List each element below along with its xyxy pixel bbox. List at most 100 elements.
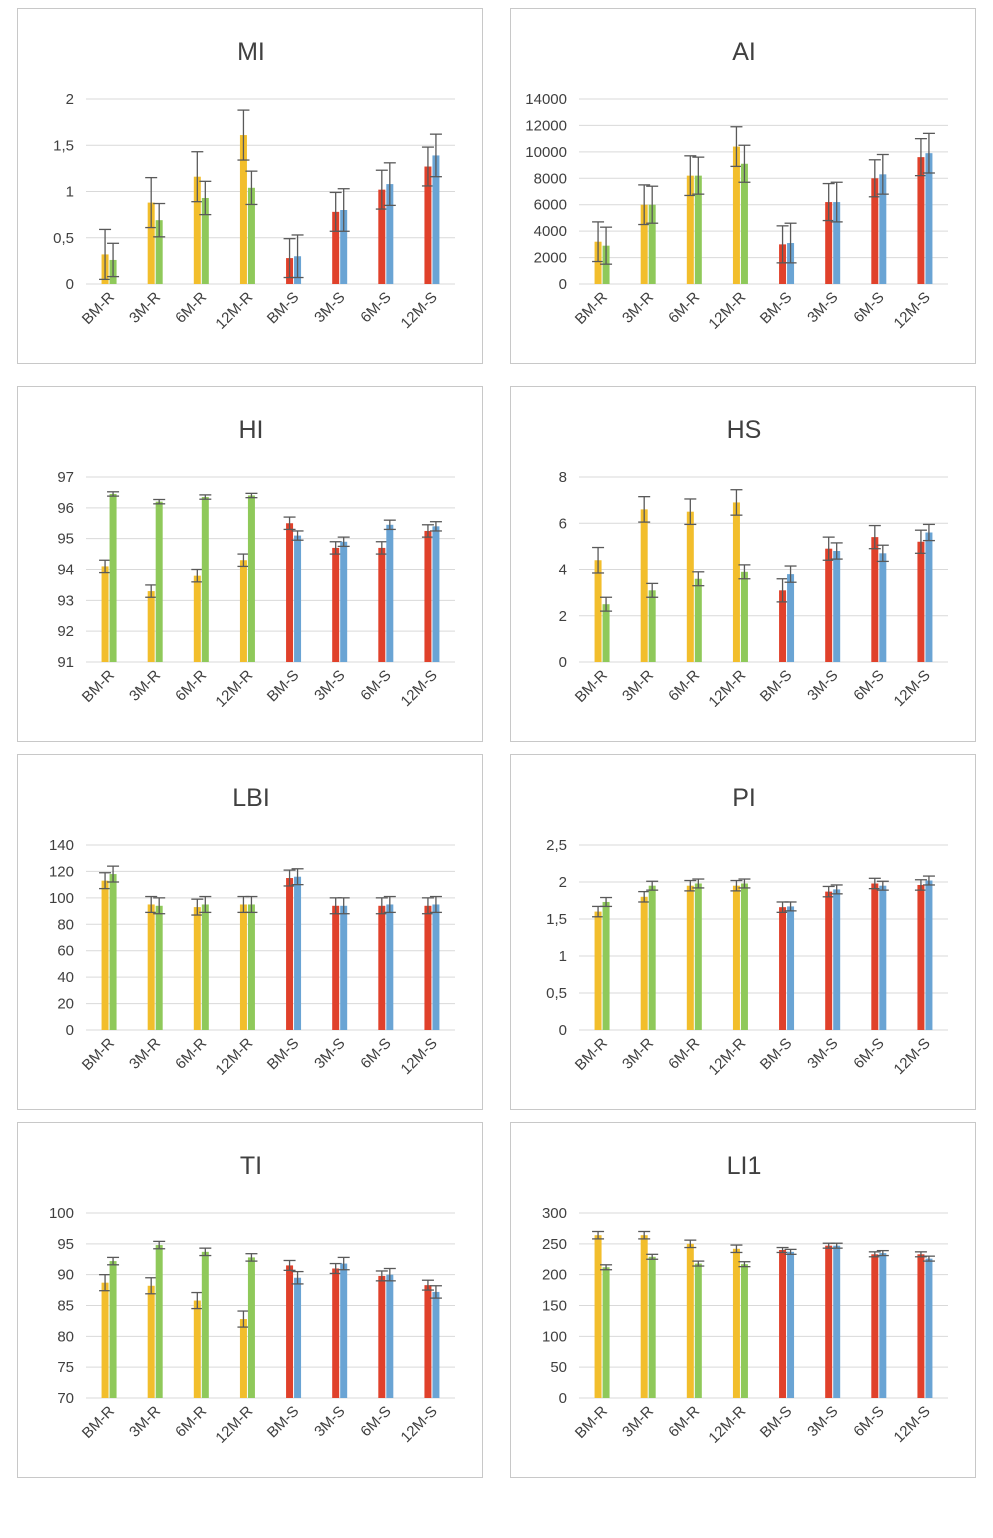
- x-tick-label: BM-S: [757, 1403, 796, 1442]
- bar-r-2-12m-r: [247, 187, 255, 284]
- x-tick-label: 3M-R: [619, 1035, 657, 1073]
- bar-s-1-6m-s: [378, 1275, 386, 1398]
- x-tick-label: 3M-S: [804, 667, 841, 704]
- y-tick-label: 0: [559, 1390, 567, 1407]
- x-tick-label: 6M-R: [665, 289, 703, 327]
- bar-s-1-3m-s: [332, 211, 340, 284]
- x-tick-label: 6M-R: [665, 667, 703, 705]
- bar-s-2-12m-s: [925, 880, 933, 1030]
- bar-s-1-12m-s: [917, 1254, 925, 1398]
- bar-s-1-12m-s: [424, 1285, 432, 1398]
- bar-s-1-3m-s: [825, 1245, 833, 1398]
- bar-r-1-3m-r: [640, 509, 648, 662]
- chart-panel-ai: AI 0 2000 4000 6000 8000 10000 12000 14000 BM-R 3M…: [510, 8, 976, 364]
- bar-r-1-12m-r: [732, 1248, 740, 1398]
- y-tick-label: 80: [57, 916, 74, 933]
- bar-r-2-6m-r: [201, 497, 209, 662]
- bar-r-1-6m-r: [686, 175, 694, 284]
- chart-svg: HI 91 92 93 94 95 96 97 BM-R 3M-R 6M-R 12M-R BM-S 3M-…: [57, 416, 455, 711]
- bar-r-2-bm-r: [602, 245, 610, 284]
- y-tick-label: 40: [57, 969, 74, 986]
- x-tick-label: 12M-S: [890, 667, 933, 710]
- bar-s-1-bm-s: [286, 1265, 294, 1398]
- bar-r-2-3m-r: [155, 501, 163, 662]
- x-tick-label: 6M-R: [665, 1403, 703, 1441]
- x-tick-label: 12M-S: [890, 1035, 933, 1078]
- x-tick-label: 12M-S: [397, 667, 440, 710]
- bar-r-1-bm-r: [594, 1235, 602, 1398]
- chart-svg: HS 0 2 4 6 8 BM-R 3M-R 6M-R 12M-R BM-S 3M-S 6M-S 12M-…: [559, 416, 948, 711]
- bar-s-2-6m-s: [386, 904, 394, 1030]
- x-tick-label: 6M-S: [850, 1035, 887, 1072]
- bar-r-2-3m-r: [648, 590, 656, 662]
- bar-r-2-6m-r: [201, 197, 209, 284]
- x-tick-label: 12M-S: [397, 1403, 440, 1446]
- bar-s-1-bm-s: [779, 907, 787, 1030]
- y-tick-label: 4: [559, 562, 567, 579]
- x-tick-label: 12M-R: [212, 1403, 256, 1447]
- y-tick-label: 14000: [525, 91, 567, 108]
- bar-r-1-6m-r: [193, 907, 201, 1030]
- y-tick-label: 95: [57, 531, 74, 548]
- x-tick-label: 3M-S: [311, 667, 348, 704]
- y-tick-label: 96: [57, 500, 74, 517]
- bar-s-1-6m-s: [871, 883, 879, 1030]
- x-tick-label: 6M-R: [665, 1035, 703, 1073]
- bar-s-1-12m-s: [424, 530, 432, 662]
- x-tick-label: BM-S: [264, 289, 303, 328]
- bar-r-2-12m-r: [740, 163, 748, 284]
- bar-r-2-12m-r: [247, 1257, 255, 1398]
- bar-r-2-bm-r: [602, 901, 610, 1030]
- y-tick-label: 94: [57, 562, 74, 579]
- bar-s-1-bm-s: [779, 1250, 787, 1398]
- x-tick-label: 12M-S: [397, 289, 440, 332]
- bar-r-1-3m-r: [147, 202, 155, 284]
- bar-r-2-3m-r: [155, 1245, 163, 1398]
- y-tick-label: 2: [559, 608, 567, 625]
- chart-title: LI1: [727, 1152, 762, 1180]
- bar-s-1-3m-s: [825, 202, 833, 284]
- bar-s-2-12m-s: [432, 1291, 440, 1398]
- bar-s-1-bm-s: [779, 244, 787, 284]
- bar-r-1-6m-r: [686, 1243, 694, 1398]
- x-tick-label: 3M-S: [804, 289, 841, 326]
- y-tick-label: 60: [57, 943, 74, 960]
- y-tick-label: 75: [57, 1359, 74, 1376]
- bar-s-1-6m-s: [378, 189, 386, 284]
- x-tick-label: BM-R: [79, 1403, 118, 1442]
- chart-svg: MI 0 0,5 1 1,5 2 BM-R 3M-R 6M-R 12M-R BM-S 3M-S 6M-S…: [53, 38, 455, 333]
- y-tick-label: 8000: [534, 170, 567, 187]
- bar-r-1-12m-r: [732, 146, 740, 284]
- x-tick-label: BM-R: [79, 1035, 118, 1074]
- chart-title: MI: [237, 38, 265, 66]
- x-tick-label: 3M-S: [311, 1035, 348, 1072]
- y-tick-label: 100: [49, 1205, 74, 1222]
- x-tick-label: 12M-R: [705, 667, 749, 711]
- bar-s-2-12m-s: [432, 155, 440, 284]
- chart-title: HI: [239, 416, 264, 444]
- bar-s-2-bm-s: [294, 876, 302, 1030]
- chart-panel-mi: MI 0 0,5 1 1,5 2 BM-R 3M-R 6M-R 12M-R BM-S 3M-S 6M-S…: [17, 8, 483, 364]
- x-tick-label: 12M-S: [890, 289, 933, 332]
- y-tick-label: 0: [559, 1022, 567, 1039]
- bar-s-2-6m-s: [386, 524, 394, 662]
- y-tick-label: 90: [57, 1267, 74, 1284]
- y-tick-label: 150: [542, 1298, 567, 1315]
- bar-r-1-bm-r: [594, 560, 602, 662]
- y-tick-label: 1: [559, 948, 567, 965]
- y-tick-label: 92: [57, 623, 74, 640]
- chart-svg: TI 70 75 80 85 90 95 100 BM-R 3M-R 6M-R 12M-R BM-S 3M…: [49, 1152, 455, 1447]
- x-tick-label: 6M-S: [357, 1035, 394, 1072]
- x-tick-label: BM-S: [264, 1035, 303, 1074]
- y-tick-label: 50: [550, 1359, 567, 1376]
- x-tick-label: 12M-R: [212, 289, 256, 333]
- x-tick-label: BM-R: [79, 667, 118, 706]
- x-tick-label: 3M-R: [126, 1035, 164, 1073]
- x-tick-label: BM-S: [264, 1403, 303, 1442]
- y-tick-label: 95: [57, 1236, 74, 1253]
- x-tick-label: BM-S: [264, 667, 303, 706]
- y-tick-label: 0: [66, 1022, 74, 1039]
- bar-s-2-3m-s: [833, 889, 841, 1030]
- bar-r-1-3m-r: [147, 904, 155, 1030]
- x-tick-label: 12M-R: [705, 1403, 749, 1447]
